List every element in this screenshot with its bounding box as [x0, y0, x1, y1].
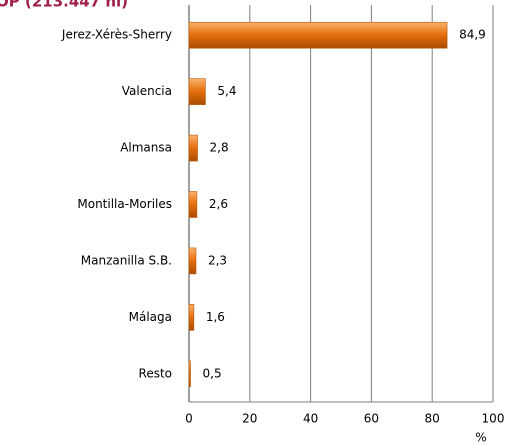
y-tick-label: Montilla-Moriles	[77, 197, 172, 211]
x-axis-label: %	[475, 431, 486, 445]
x-tick-label: 60	[364, 412, 379, 426]
value-label: 84,9	[459, 28, 486, 42]
bar	[188, 304, 195, 331]
x-tick-label: 100	[482, 412, 505, 426]
x-tick-label: 0	[185, 412, 193, 426]
x-tick-label: 20	[242, 412, 257, 426]
chart-title: OP (213.447 hl)	[0, 0, 128, 11]
bar	[188, 247, 197, 275]
y-tick-label: Jerez-Xérès-Sherry	[61, 28, 172, 42]
value-label: 2,8	[210, 141, 229, 155]
bar	[188, 21, 448, 49]
y-tick-label: Málaga	[129, 310, 172, 324]
x-tick-label: 40	[303, 412, 318, 426]
value-label: 2,6	[209, 197, 228, 211]
value-label: 1,6	[206, 310, 225, 324]
y-tick-label: Almansa	[120, 141, 172, 155]
bar	[188, 134, 198, 162]
bar	[188, 78, 206, 105]
y-tick-label: Valencia	[122, 84, 172, 98]
bar	[188, 360, 191, 388]
value-label: 2,3	[208, 253, 227, 267]
value-label: 0,5	[203, 366, 222, 380]
value-label: 5,4	[217, 84, 236, 98]
bar	[188, 191, 198, 218]
y-tick-label: Manzanilla S.B.	[81, 253, 172, 267]
y-tick-label: Resto	[139, 366, 172, 380]
x-tick-label: 80	[425, 412, 440, 426]
